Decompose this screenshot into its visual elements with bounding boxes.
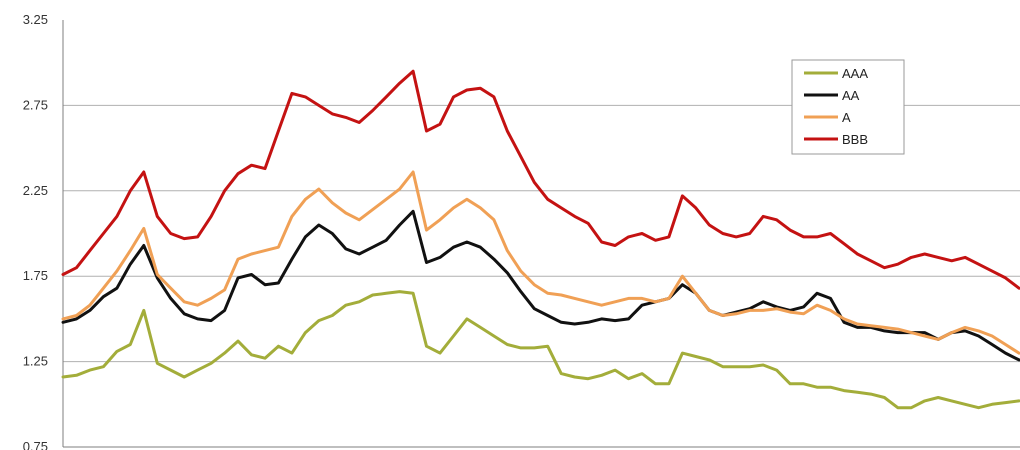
legend-label-a: A [842, 110, 851, 125]
y-tick-label: 1.75 [23, 268, 48, 283]
series-line-a [61, 170, 1020, 355]
series-line-aa [61, 209, 1020, 362]
y-tick-label: 2.75 [23, 97, 48, 112]
legend-label-aaa: AAA [842, 66, 868, 81]
series-line-bbb [61, 69, 1020, 290]
y-axis-ticks: 3.25 2.75 2.25 1.75 1.25 0.75 [23, 12, 48, 450]
y-tick-label: 0.75 [23, 439, 48, 450]
series-lines [61, 69, 1020, 410]
y-tick-label: 2.25 [23, 183, 48, 198]
legend-label-bbb: BBB [842, 132, 868, 147]
legend-box [791, 59, 905, 155]
y-tick-label: 1.25 [23, 354, 48, 369]
legend-label-aa: AA [842, 88, 860, 103]
y-tick-label: 3.25 [23, 12, 48, 27]
series-line-aaa [61, 290, 1020, 410]
